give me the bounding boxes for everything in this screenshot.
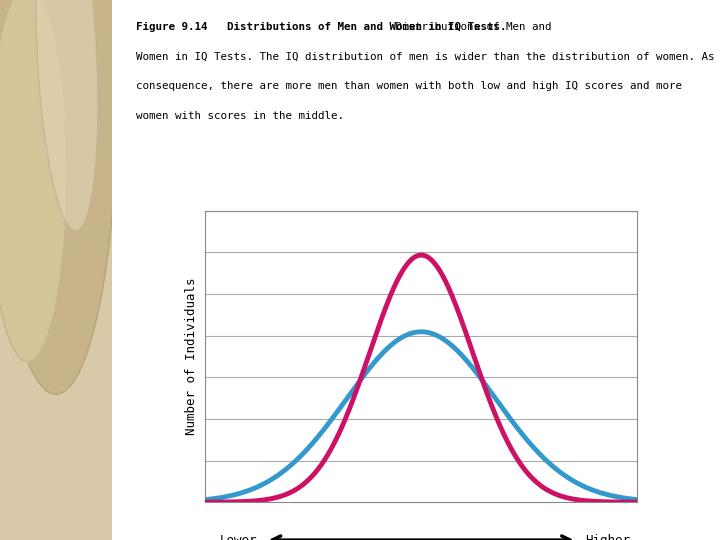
Text: Women in IQ Tests. The IQ distribution of men is wider than the distribution of : Women in IQ Tests. The IQ distribution o… <box>136 51 720 62</box>
Text: Distributions of Men and: Distributions of Men and <box>389 22 552 32</box>
Y-axis label: Number of Individuals: Number of Individuals <box>185 278 198 435</box>
Text: consequence, there are more men than women with both low and high IQ scores and : consequence, there are more men than wom… <box>136 81 682 91</box>
Ellipse shape <box>36 0 98 231</box>
Text: women with scores in the middle.: women with scores in the middle. <box>136 111 344 121</box>
Circle shape <box>0 0 67 362</box>
Text: Lower: Lower <box>220 534 257 540</box>
Text: Figure 9.14   Distributions of Men and Women in IQ Tests.: Figure 9.14 Distributions of Men and Wom… <box>136 22 506 32</box>
Text: Higher: Higher <box>585 534 631 540</box>
Circle shape <box>0 0 117 394</box>
